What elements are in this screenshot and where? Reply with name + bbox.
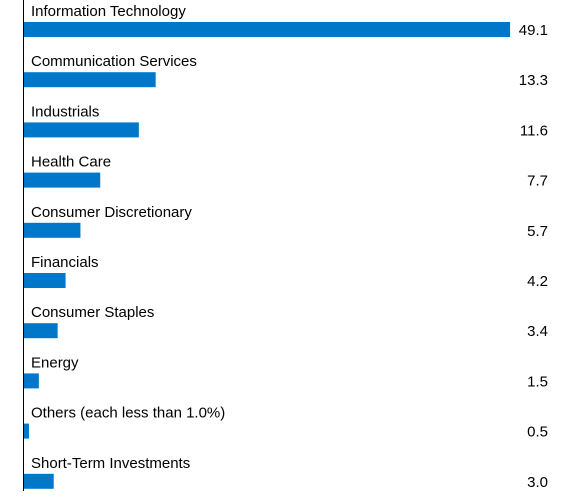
category-label: Energy xyxy=(31,354,79,371)
category-label: Communication Services xyxy=(31,53,197,70)
bar xyxy=(24,473,54,489)
value-label: 5.7 xyxy=(527,223,548,240)
category-label: Financials xyxy=(31,254,99,271)
bar xyxy=(24,222,81,238)
bar xyxy=(24,72,156,88)
bar xyxy=(24,122,139,138)
category-label: Health Care xyxy=(31,154,111,171)
category-label: Industrials xyxy=(31,103,99,120)
category-label: Others (each less than 1.0%) xyxy=(31,405,225,422)
category-label: Short-Term Investments xyxy=(31,455,190,472)
value-label: 13.3 xyxy=(519,72,548,89)
bar xyxy=(24,22,511,37)
bar xyxy=(24,172,101,188)
value-label: 4.2 xyxy=(527,273,548,290)
value-label: 3.0 xyxy=(527,474,548,491)
value-label: 11.6 xyxy=(520,122,548,139)
bar xyxy=(24,273,66,288)
bar xyxy=(24,323,58,339)
bar xyxy=(24,423,29,439)
category-label: Information Technology xyxy=(31,3,186,20)
value-label: 49.1 xyxy=(519,22,548,39)
value-label: 3.4 xyxy=(527,323,548,340)
category-label: Consumer Staples xyxy=(31,304,154,321)
value-label: 0.5 xyxy=(527,424,548,441)
value-label: 7.7 xyxy=(527,173,548,190)
value-label: 1.5 xyxy=(527,373,548,390)
bar xyxy=(24,373,39,389)
category-label: Consumer Discretionary xyxy=(31,204,192,221)
